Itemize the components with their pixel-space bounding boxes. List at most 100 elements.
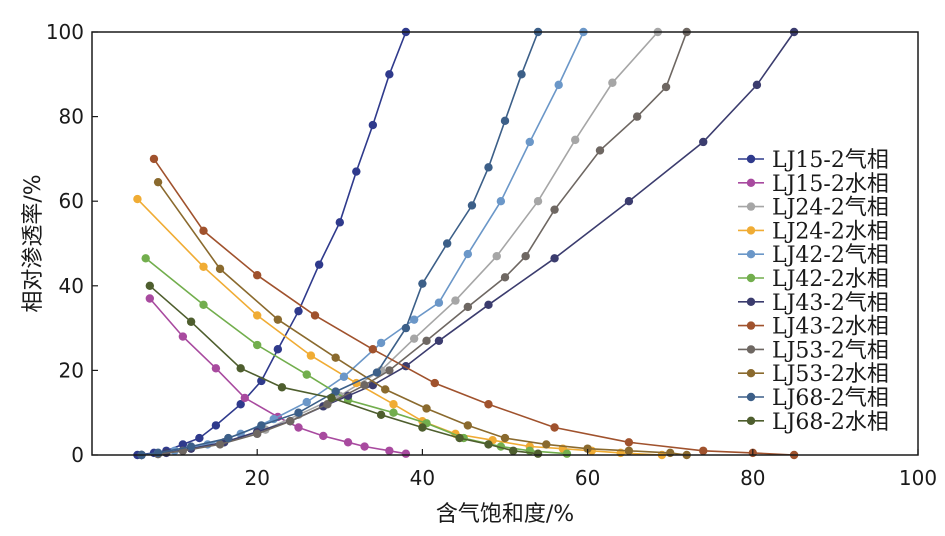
legend-swatch-marker (746, 297, 756, 306)
legend-label: LJ68-2气相 (772, 386, 889, 411)
legend-swatch-marker (746, 273, 756, 283)
legend-label: LJ68-2水相 (772, 410, 889, 435)
y-tick-label: 40 (59, 274, 84, 298)
data-point (376, 338, 386, 348)
data-point (381, 385, 390, 394)
data-point (199, 226, 208, 236)
data-point (335, 218, 344, 227)
data-point (273, 315, 283, 324)
data-point (422, 336, 431, 345)
data-point (186, 317, 196, 326)
legend-label: LJ53-2水相 (772, 362, 889, 387)
data-point (236, 400, 245, 409)
data-point (492, 251, 501, 261)
y-tick-label: 20 (59, 358, 84, 382)
legend-item: LJ53-2水相 (738, 362, 889, 387)
legend-item: LJ42-2气相 (738, 243, 889, 268)
data-point (583, 444, 592, 453)
data-point (273, 345, 283, 354)
data-point (624, 197, 634, 206)
data-point (302, 397, 311, 407)
data-point (253, 271, 262, 280)
legend-label: LJ43-2水相 (772, 315, 889, 340)
data-point (533, 197, 543, 206)
data-point (323, 400, 332, 409)
data-point (343, 391, 353, 400)
x-tick-label: 20 (244, 466, 269, 490)
y-tick-label: 100 (46, 20, 84, 44)
data-point (562, 449, 572, 458)
data-point (141, 254, 150, 263)
data-point (372, 368, 382, 377)
data-point (401, 323, 411, 333)
x-tick-label: 80 (740, 466, 765, 490)
data-point (153, 177, 163, 187)
series-line (141, 31, 585, 456)
data-point (186, 442, 196, 451)
legend-swatch-marker (746, 321, 756, 330)
data-point (434, 298, 444, 307)
data-point (595, 146, 605, 155)
axis-ticks: 20 40 60 80 100 0 20 40 60 80 100 (46, 20, 937, 490)
legend-label: LJ43-2气相 (772, 291, 889, 316)
data-point (463, 421, 473, 430)
x-axis-title: 含气饱和度/% (436, 502, 574, 527)
data-point (253, 429, 262, 439)
data-point (133, 194, 142, 204)
data-point (699, 446, 708, 455)
series-line (153, 158, 795, 456)
data-point (500, 116, 510, 126)
legend-item: LJ42-2水相 (738, 267, 889, 292)
data-point (624, 438, 634, 447)
data-point (484, 440, 493, 449)
data-point (385, 70, 394, 79)
legend-label: LJ42-2气相 (772, 243, 889, 268)
legend: LJ15-2气相LJ15-2水相LJ24-2气相LJ24-2水相LJ42-2气相… (738, 148, 889, 435)
series-12 (145, 281, 543, 458)
legend-item: LJ68-2气相 (738, 386, 889, 411)
data-point (550, 423, 559, 432)
data-point (500, 273, 510, 282)
data-point (451, 296, 460, 305)
data-point (211, 421, 221, 430)
data-point (211, 364, 221, 373)
series-line (136, 198, 662, 456)
data-point (310, 311, 320, 320)
data-point (360, 442, 369, 451)
x-tick-label: 60 (575, 466, 600, 490)
data-point (385, 366, 394, 375)
series-line (137, 31, 407, 456)
data-point (199, 300, 208, 310)
data-point (666, 448, 675, 458)
legend-swatch-marker (746, 178, 756, 187)
legend-item: LJ53-2气相 (738, 338, 889, 363)
data-point (178, 332, 188, 341)
series-line (157, 181, 687, 456)
data-point (389, 408, 398, 417)
data-point (521, 251, 530, 261)
data-point (215, 264, 225, 274)
legend-label: LJ24-2水相 (772, 219, 889, 244)
data-point (319, 431, 328, 441)
legend-swatch-marker (746, 369, 756, 378)
data-point (294, 408, 303, 417)
data-point (542, 440, 551, 449)
data-point (385, 446, 394, 455)
data-point (224, 433, 233, 443)
data-point (484, 400, 493, 409)
data-point (509, 446, 518, 455)
data-point (463, 302, 473, 312)
data-point (496, 197, 506, 206)
series-line (141, 31, 539, 456)
series-1 (133, 27, 411, 460)
data-point (624, 446, 634, 455)
data-point (368, 345, 378, 354)
plot-frame (91, 31, 919, 456)
data-point (571, 135, 580, 145)
data-point (331, 353, 340, 362)
series-2 (145, 294, 411, 458)
y-tick-label: 60 (59, 189, 84, 213)
legend-item: LJ24-2水相 (738, 219, 889, 244)
data-point (525, 137, 534, 147)
data-point (149, 154, 159, 164)
